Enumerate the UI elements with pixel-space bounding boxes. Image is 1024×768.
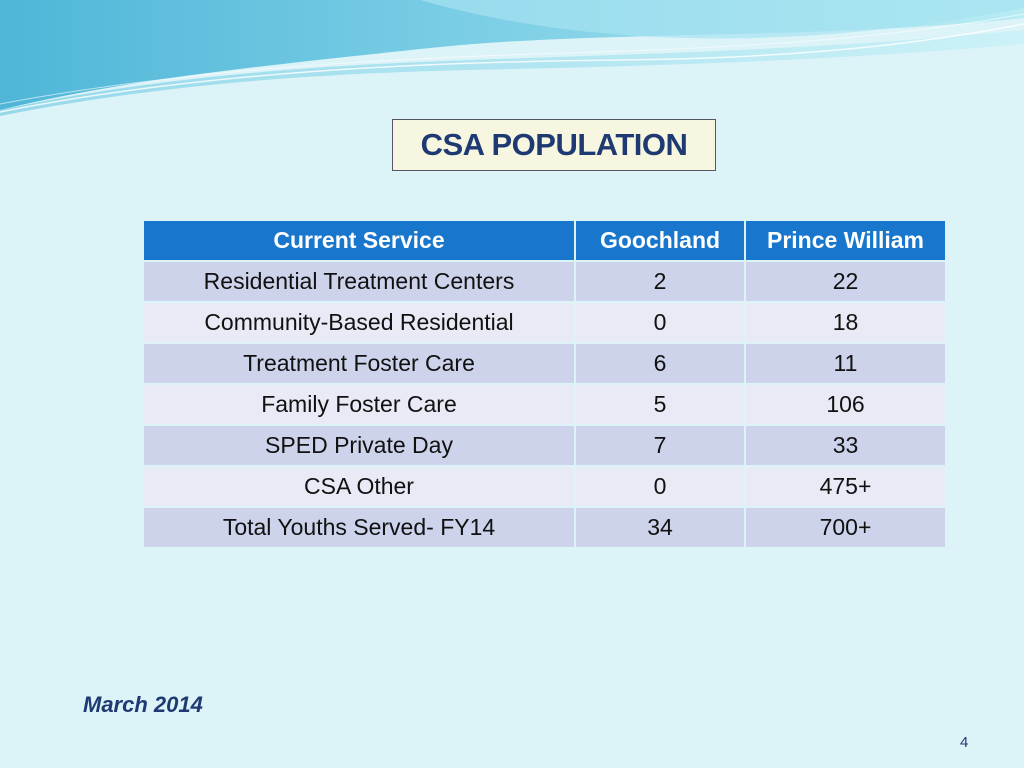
goochland-cell: 6	[576, 344, 744, 383]
prince-william-cell: 700+	[746, 508, 945, 547]
goochland-cell: 0	[576, 303, 744, 342]
table-header-row: Current Service Goochland Prince William	[144, 221, 945, 260]
service-cell: Treatment Foster Care	[144, 344, 574, 383]
table-row: Treatment Foster Care 6 11	[144, 344, 945, 383]
service-cell: Community-Based Residential	[144, 303, 574, 342]
prince-william-cell: 11	[746, 344, 945, 383]
prince-william-cell: 22	[746, 262, 945, 301]
page-number: 4	[960, 734, 969, 751]
goochland-cell: 5	[576, 385, 744, 424]
prince-william-cell: 18	[746, 303, 945, 342]
slide-title: CSA POPULATION	[420, 127, 688, 162]
prince-william-cell: 106	[746, 385, 945, 424]
service-cell: Total Youths Served- FY14	[144, 508, 574, 547]
goochland-cell: 0	[576, 467, 744, 506]
table-row: CSA Other 0 475+	[144, 467, 945, 506]
slide-title-box: CSA POPULATION	[392, 119, 716, 171]
table-row: Community-Based Residential 0 18	[144, 303, 945, 342]
table-row: Residential Treatment Centers 2 22	[144, 262, 945, 301]
prince-william-cell: 33	[746, 426, 945, 465]
goochland-cell: 7	[576, 426, 744, 465]
service-cell: Residential Treatment Centers	[144, 262, 574, 301]
service-cell: Family Foster Care	[144, 385, 574, 424]
header-goochland: Goochland	[576, 221, 744, 260]
prince-william-cell: 475+	[746, 467, 945, 506]
table-row: Family Foster Care 5 106	[144, 385, 945, 424]
table-row-total: Total Youths Served- FY14 34 700+	[144, 508, 945, 547]
header-prince-william: Prince William	[746, 221, 945, 260]
header-current-service: Current Service	[144, 221, 574, 260]
service-cell: SPED Private Day	[144, 426, 574, 465]
goochland-cell: 34	[576, 508, 744, 547]
wave-header-decoration	[0, 0, 1024, 116]
table-row: SPED Private Day 7 33	[144, 426, 945, 465]
footer-date: March 2014	[83, 692, 203, 717]
goochland-cell: 2	[576, 262, 744, 301]
csa-population-table: Current Service Goochland Prince William…	[142, 219, 947, 549]
service-cell: CSA Other	[144, 467, 574, 506]
